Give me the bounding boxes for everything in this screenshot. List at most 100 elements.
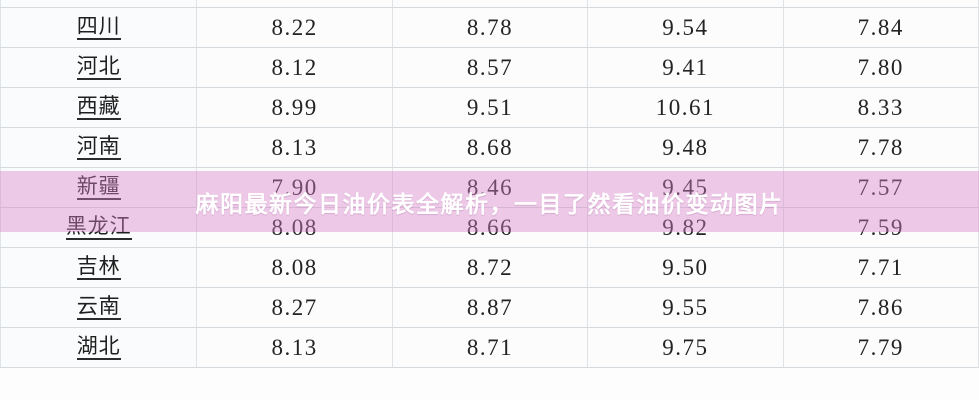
price-value: 8.13: [271, 134, 318, 160]
price-value: 9.55: [662, 294, 709, 320]
table-body: 海南 9.23 9.81 11.11 7.88 四川 8.22 8.78 9.5…: [0, 0, 979, 368]
price-cell-95: 8.68: [392, 127, 589, 168]
price-value: 8.46: [466, 174, 514, 200]
price-value: 8.66: [466, 214, 514, 240]
price-cell-98: 9.54: [587, 7, 784, 48]
price-cell-diesel: 7.59: [783, 207, 979, 248]
price-cell-95: 8.72: [392, 247, 589, 288]
price-value: 8.99: [271, 94, 318, 120]
province-label: 四川: [76, 15, 121, 41]
table-row: 西藏 8.99 9.51 10.61 8.33: [0, 87, 979, 128]
price-cell-98: 9.41: [587, 47, 784, 88]
price-value: 8.22: [271, 14, 318, 40]
price-value: 7.84: [857, 14, 904, 40]
province-cell: 吉林: [0, 247, 198, 288]
price-cell-98: 9.82: [587, 207, 784, 248]
price-value: 8.71: [466, 334, 514, 360]
price-value: 8.08: [271, 254, 318, 280]
price-value: 8.57: [466, 54, 514, 80]
price-cell-98: 10.61: [587, 87, 784, 128]
price-value: 8.12: [271, 54, 318, 80]
table-row: 海南 9.23 9.81 11.11 7.88: [0, 0, 979, 8]
province-cell: 湖北: [0, 327, 198, 368]
table-row: 新疆 7.90 8.46 9.45 7.57: [0, 167, 979, 208]
province-label: 河南: [76, 135, 121, 161]
price-value: 8.87: [466, 294, 514, 320]
price-cell-diesel: 7.88: [783, 0, 979, 8]
price-value: 8.27: [271, 294, 318, 320]
province-label: 云南: [76, 295, 121, 321]
price-cell-95: 8.78: [392, 7, 589, 48]
province-cell: 云南: [0, 287, 198, 328]
price-value: 9.48: [662, 134, 709, 160]
oil-price-table: 海南 9.23 9.81 11.11 7.88 四川 8.22 8.78 9.5…: [0, 0, 979, 368]
price-cell-92: 8.13: [196, 127, 393, 168]
price-cell-diesel: 7.84: [783, 7, 979, 48]
price-value: 7.79: [857, 334, 904, 360]
price-cell-98: 9.50: [587, 247, 784, 288]
price-value: 9.51: [466, 94, 514, 120]
price-value: 9.45: [662, 174, 709, 200]
price-value: 9.50: [662, 254, 709, 280]
price-value: 10.61: [655, 94, 715, 120]
table-row: 湖北 8.13 8.71 9.75 7.79: [0, 327, 979, 368]
price-value: 8.72: [466, 254, 514, 280]
province-label: 吉林: [76, 255, 121, 281]
price-cell-92: 8.08: [196, 207, 393, 248]
price-value: 7.57: [857, 174, 904, 200]
price-cell-98: 11.11: [587, 0, 784, 8]
price-cell-98: 9.75: [587, 327, 784, 368]
province-cell: 海南: [0, 0, 198, 8]
price-cell-92: 8.08: [196, 247, 393, 288]
price-value: 8.08: [271, 214, 318, 240]
price-cell-92: 8.99: [196, 87, 393, 128]
price-cell-95: 9.81: [392, 0, 589, 8]
price-value: 9.82: [662, 214, 709, 240]
table-row: 河南 8.13 8.68 9.48 7.78: [0, 127, 979, 168]
price-value: 7.59: [857, 214, 904, 240]
table-row: 四川 8.22 8.78 9.54 7.84: [0, 7, 979, 48]
price-cell-92: 8.13: [196, 327, 393, 368]
province-cell: 河南: [0, 127, 198, 168]
province-label: 黑龙江: [65, 215, 132, 241]
price-value: 7.78: [857, 134, 904, 160]
price-cell-92: 8.22: [196, 7, 393, 48]
price-cell-diesel: 7.80: [783, 47, 979, 88]
province-label: 西藏: [76, 95, 121, 121]
province-label: 湖北: [76, 335, 121, 361]
price-cell-diesel: 7.86: [783, 287, 979, 328]
price-cell-95: 8.66: [392, 207, 589, 248]
price-value: 7.86: [857, 294, 904, 320]
province-label: 河北: [76, 55, 121, 81]
table-row: 云南 8.27 8.87 9.55 7.86: [0, 287, 979, 328]
province-cell: 四川: [0, 7, 198, 48]
price-cell-92: 8.27: [196, 287, 393, 328]
province-cell: 西藏: [0, 87, 198, 128]
price-cell-diesel: 7.71: [783, 247, 979, 288]
price-cell-diesel: 8.33: [783, 87, 979, 128]
province-label: 新疆: [76, 175, 121, 201]
price-cell-95: 8.71: [392, 327, 589, 368]
province-cell: 河北: [0, 47, 198, 88]
price-cell-92: 9.23: [196, 0, 393, 8]
province-cell: 黑龙江: [0, 207, 198, 248]
table-row: 河北 8.12 8.57 9.41 7.80: [0, 47, 979, 88]
province-cell: 新疆: [0, 167, 198, 208]
price-cell-diesel: 7.79: [783, 327, 979, 368]
price-cell-95: 8.87: [392, 287, 589, 328]
price-cell-98: 9.55: [587, 287, 784, 328]
price-value: 7.80: [857, 54, 904, 80]
price-cell-diesel: 7.57: [783, 167, 979, 208]
price-cell-92: 8.12: [196, 47, 393, 88]
price-value: 9.75: [662, 334, 709, 360]
price-value: 8.33: [857, 94, 904, 120]
price-value: 7.90: [271, 174, 318, 200]
table-row: 吉林 8.08 8.72 9.50 7.71: [0, 247, 979, 288]
price-cell-92: 7.90: [196, 167, 393, 208]
price-value: 8.68: [466, 134, 514, 160]
price-cell-98: 9.48: [587, 127, 784, 168]
price-value: 7.71: [857, 254, 904, 280]
price-cell-95: 8.57: [392, 47, 589, 88]
price-value: 8.78: [466, 14, 514, 40]
